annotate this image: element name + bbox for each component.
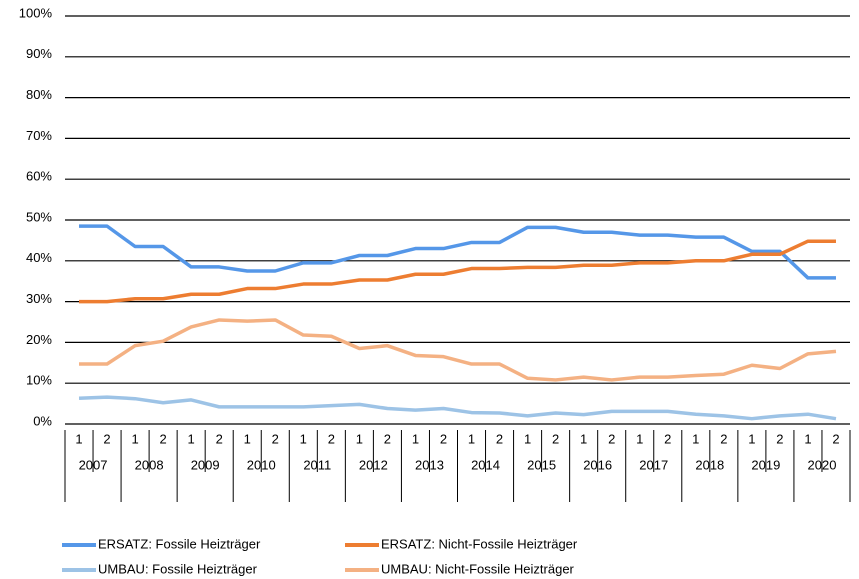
y-tick-label: 90% — [26, 46, 52, 61]
y-tick-label: 50% — [26, 209, 52, 224]
legend-label: ERSATZ: Nicht-Fossile Heizträger — [381, 536, 578, 551]
x-tick-label: 2 — [328, 431, 335, 446]
x-tick-label: 1 — [188, 431, 195, 446]
x-tick-label: 2 — [832, 431, 839, 446]
x-group-label: 2011 — [303, 457, 331, 472]
y-tick-label: 80% — [26, 87, 52, 102]
x-tick-label: 2 — [720, 431, 727, 446]
x-tick-label: 2 — [664, 431, 671, 446]
x-group-label: 2007 — [79, 457, 108, 472]
x-group-label: 2008 — [135, 457, 164, 472]
x-tick-label: 2 — [103, 431, 110, 446]
legend-label: UMBAU: Nicht-Fossile Heizträger — [381, 561, 575, 576]
x-tick-label: 1 — [580, 431, 587, 446]
x-tick-label: 1 — [748, 431, 755, 446]
x-tick-label: 1 — [636, 431, 643, 446]
y-tick-label: 0% — [33, 413, 52, 428]
series-line — [78, 395, 837, 421]
legend-label: UMBAU: Fossile Heizträger — [98, 561, 258, 576]
x-tick-label: 1 — [468, 431, 475, 446]
y-tick-label: 70% — [26, 128, 52, 143]
y-tick-label: 40% — [26, 250, 52, 265]
x-group-label: 2017 — [639, 457, 668, 472]
x-tick-label: 1 — [75, 431, 82, 446]
x-tick-label: 1 — [244, 431, 251, 446]
x-tick-label: 1 — [412, 431, 419, 446]
x-tick-label: 2 — [272, 431, 279, 446]
x-group-label: 2014 — [471, 457, 500, 472]
x-tick-label: 1 — [131, 431, 138, 446]
x-group-label: 2019 — [751, 457, 780, 472]
x-tick-label: 2 — [216, 431, 223, 446]
legend-label: ERSATZ: Fossile Heizträger — [98, 536, 261, 551]
y-tick-label: 30% — [26, 291, 52, 306]
x-group-label: 2018 — [695, 457, 724, 472]
x-tick-label: 2 — [160, 431, 167, 446]
y-tick-label: 10% — [26, 373, 52, 388]
x-group-label: 2015 — [527, 457, 556, 472]
x-tick-label: 1 — [300, 431, 307, 446]
y-tick-label: 60% — [26, 169, 52, 184]
x-tick-label: 1 — [356, 431, 363, 446]
x-tick-label: 2 — [384, 431, 391, 446]
x-group-label: 2016 — [583, 457, 612, 472]
x-tick-label: 1 — [524, 431, 531, 446]
x-group-label: 2009 — [191, 457, 220, 472]
x-tick-label: 2 — [608, 431, 615, 446]
series-line — [79, 318, 837, 382]
x-group-label: 2010 — [247, 457, 276, 472]
x-group-label: 2012 — [359, 457, 388, 472]
x-tick-label: 1 — [804, 431, 811, 446]
series-line — [79, 224, 836, 280]
x-tick-label: 2 — [776, 431, 783, 446]
x-tick-label: 2 — [440, 431, 447, 446]
y-tick-label: 20% — [26, 332, 52, 347]
y-tick-label: 100% — [19, 5, 53, 20]
x-group-label: 2020 — [808, 457, 837, 472]
x-tick-label: 1 — [692, 431, 699, 446]
x-group-label: 2013 — [415, 457, 444, 472]
x-tick-label: 2 — [552, 431, 559, 446]
x-tick-label: 2 — [496, 431, 503, 446]
series-line — [79, 239, 836, 304]
